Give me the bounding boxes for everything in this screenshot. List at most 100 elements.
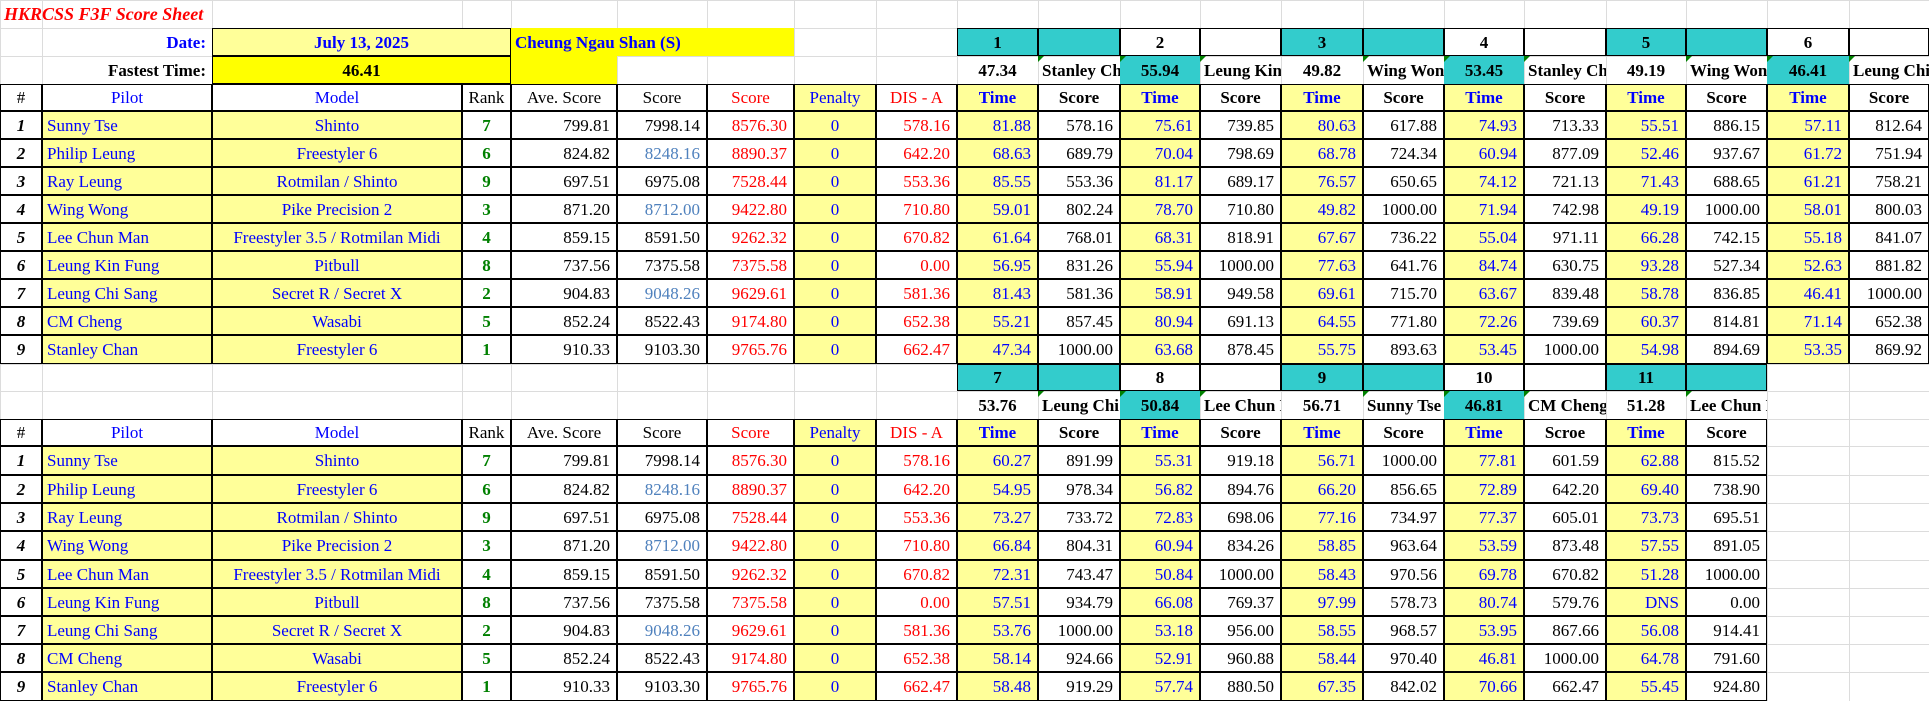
- round-best-time[interactable]: 46.81: [1444, 391, 1524, 419]
- grid-cell[interactable]: [1767, 475, 1849, 503]
- round-time[interactable]: 84.74: [1444, 251, 1524, 279]
- grid-cell[interactable]: [1686, 0, 1767, 28]
- pilot-score[interactable]: 7375.58: [617, 251, 707, 279]
- pilot-model[interactable]: Pitbull: [212, 251, 462, 279]
- pilot-dis-a[interactable]: 642.20: [876, 475, 957, 503]
- pilot-rank[interactable]: 8: [462, 588, 511, 616]
- round-best-time[interactable]: 51.28: [1626, 395, 1666, 415]
- grid-cell[interactable]: [1767, 616, 1849, 644]
- round-score[interactable]: 841.07: [1849, 223, 1929, 251]
- round-time[interactable]: 53.35: [1767, 335, 1849, 364]
- grid-cell[interactable]: [1281, 0, 1363, 28]
- round-score[interactable]: 880.50: [1200, 672, 1281, 701]
- round-score[interactable]: 1000.00: [1524, 335, 1606, 364]
- grid-cell[interactable]: [1849, 446, 1929, 475]
- pilot-rank[interactable]: 4: [462, 223, 511, 251]
- round-score[interactable]: 956.00: [1200, 616, 1281, 644]
- round-time[interactable]: 72.26: [1444, 307, 1524, 335]
- round-score[interactable]: 804.31: [1038, 531, 1120, 560]
- grid-cell[interactable]: [462, 364, 511, 391]
- round-time[interactable]: 60.37: [1606, 307, 1686, 335]
- pilot-penalty[interactable]: 0: [794, 560, 876, 588]
- pilot-score-total[interactable]: 8576.30: [707, 111, 794, 139]
- round-score[interactable]: 878.45: [1200, 335, 1281, 364]
- round-best-time[interactable]: 46.41: [1767, 56, 1849, 84]
- round-time[interactable]: 73.27: [957, 503, 1038, 531]
- pilot-penalty[interactable]: 0: [794, 503, 876, 531]
- round-time[interactable]: 74.12: [1444, 167, 1524, 195]
- round-time[interactable]: 72.89: [1444, 475, 1524, 503]
- round-score[interactable]: 978.34: [1038, 475, 1120, 503]
- pilot-rank[interactable]: 1: [462, 335, 511, 364]
- pilot-model[interactable]: Shinto: [212, 111, 462, 139]
- pilot-ave-score[interactable]: 697.51: [511, 503, 617, 531]
- pilot-score[interactable]: 9103.30: [617, 335, 707, 364]
- round-score[interactable]: 1000.00: [1849, 279, 1929, 307]
- round-score[interactable]: 893.63: [1363, 335, 1444, 364]
- round-time[interactable]: 58.55: [1281, 616, 1363, 644]
- round-score[interactable]: 739.85: [1200, 111, 1281, 139]
- round-score[interactable]: 739.69: [1524, 307, 1606, 335]
- pilot-name[interactable]: Sunny Tse: [42, 446, 212, 475]
- round-score[interactable]: 751.94: [1849, 139, 1929, 167]
- grid-cell[interactable]: [1524, 0, 1606, 28]
- pilot-model[interactable]: Secret R / Secret X: [212, 279, 462, 307]
- pilot-model[interactable]: Wasabi: [212, 644, 462, 672]
- round-score[interactable]: 963.64: [1363, 531, 1444, 560]
- pilot-penalty[interactable]: 0: [794, 167, 876, 195]
- round-time[interactable]: 57.11: [1767, 111, 1849, 139]
- round-score[interactable]: 877.09: [1524, 139, 1606, 167]
- grid-cell[interactable]: [1849, 419, 1929, 446]
- pilot-model[interactable]: Pike Precision 2: [212, 195, 462, 223]
- round-time[interactable]: 61.64: [957, 223, 1038, 251]
- grid-cell[interactable]: [1767, 560, 1849, 588]
- grid-cell[interactable]: [1849, 391, 1929, 419]
- pilot-model[interactable]: Freestyler 3.5 / Rotmilan Midi: [212, 560, 462, 588]
- round-score[interactable]: 662.47: [1524, 672, 1606, 701]
- pilot-dis-a[interactable]: 710.80: [876, 195, 957, 223]
- pilot-model[interactable]: Pike Precision 2: [212, 531, 462, 560]
- pilot-rank[interactable]: 2: [462, 616, 511, 644]
- pilot-model[interactable]: Freestyler 6: [212, 335, 462, 364]
- round-score[interactable]: 527.34: [1686, 251, 1767, 279]
- grid-cell[interactable]: [1120, 0, 1200, 28]
- round-score[interactable]: 650.65: [1363, 167, 1444, 195]
- round-score[interactable]: 1000.00: [1363, 195, 1444, 223]
- pilot-ave-score[interactable]: 799.81: [511, 111, 617, 139]
- round-best-pilot[interactable]: Stanley Chan: [1524, 56, 1606, 84]
- grid-cell[interactable]: [1200, 391, 1281, 419]
- grid-cell[interactable]: [1849, 364, 1929, 391]
- grid-cell[interactable]: [1849, 531, 1929, 560]
- grid-cell[interactable]: [462, 391, 511, 419]
- round-time[interactable]: 55.75: [1281, 335, 1363, 364]
- round-best-time[interactable]: 53.76: [978, 395, 1017, 415]
- pilot-name[interactable]: Ray Leung: [42, 167, 212, 195]
- pilot-model[interactable]: Rotmilan / Shinto: [212, 503, 462, 531]
- round-score[interactable]: 736.22: [1363, 223, 1444, 251]
- round-time[interactable]: 71.94: [1444, 195, 1524, 223]
- round-score[interactable]: 886.15: [1686, 111, 1767, 139]
- round-time[interactable]: 53.76: [957, 616, 1038, 644]
- grid-cell[interactable]: [1281, 56, 1363, 84]
- round-time[interactable]: 47.34: [957, 335, 1038, 364]
- grid-cell[interactable]: [1849, 644, 1929, 672]
- round-time[interactable]: 67.67: [1281, 223, 1363, 251]
- round-time[interactable]: 97.99: [1281, 588, 1363, 616]
- pilot-score[interactable]: 8712.00: [617, 531, 707, 560]
- round-time[interactable]: 62.88: [1606, 446, 1686, 475]
- pilot-model[interactable]: Freestyler 6: [212, 139, 462, 167]
- round-time[interactable]: 66.84: [957, 531, 1038, 560]
- pilot-rank[interactable]: 9: [462, 503, 511, 531]
- pilot-dis-a[interactable]: 553.36: [876, 503, 957, 531]
- round-score[interactable]: 815.52: [1686, 446, 1767, 475]
- round-best-pilot[interactable]: Stanley Chan: [1038, 56, 1120, 84]
- grid-cell[interactable]: [957, 56, 1038, 84]
- round-score[interactable]: 710.80: [1200, 195, 1281, 223]
- round-time[interactable]: 81.88: [957, 111, 1038, 139]
- grid-cell[interactable]: [1849, 672, 1929, 701]
- pilot-score[interactable]: 8591.50: [617, 560, 707, 588]
- round-time[interactable]: 66.20: [1281, 475, 1363, 503]
- grid-cell[interactable]: [1363, 56, 1444, 84]
- round-score[interactable]: 768.01: [1038, 223, 1120, 251]
- round-time[interactable]: 69.40: [1606, 475, 1686, 503]
